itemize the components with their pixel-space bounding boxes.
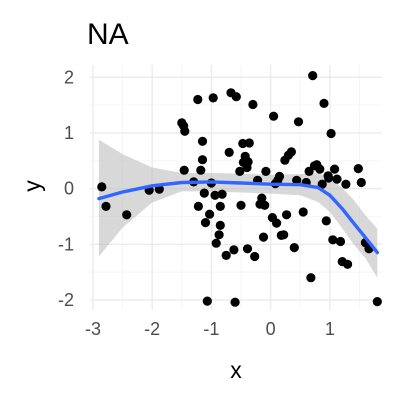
- x-tick-label: -1: [203, 319, 219, 339]
- data-point: [205, 209, 215, 219]
- data-point: [293, 117, 304, 127]
- data-point: [101, 201, 111, 211]
- data-point: [282, 210, 292, 220]
- data-point: [257, 193, 267, 203]
- x-tick-label: 1: [325, 319, 335, 339]
- x-axis-ticks: -3 -2 -1 0 1: [85, 319, 335, 339]
- data-point: [208, 93, 218, 103]
- data-point: [269, 111, 279, 121]
- data-point: [326, 128, 336, 139]
- data-point: [272, 218, 282, 228]
- x-tick-label: -3: [85, 319, 101, 339]
- data-point: [202, 296, 212, 306]
- data-point: [328, 235, 338, 245]
- data-point: [196, 165, 206, 175]
- y-tick-label: 2: [64, 67, 74, 87]
- data-point: [250, 251, 260, 262]
- data-point: [332, 174, 342, 184]
- data-point: [236, 200, 246, 210]
- data-point: [286, 147, 296, 157]
- data-point: [356, 177, 366, 188]
- data-point: [279, 230, 289, 240]
- data-point: [200, 218, 211, 228]
- smooth-line-layer: [97, 180, 379, 255]
- data-point: [211, 238, 221, 248]
- data-point: [292, 175, 302, 185]
- data-point: [197, 155, 208, 165]
- data-point: [229, 245, 239, 255]
- y-tick-label: -1: [58, 234, 74, 254]
- y-tick-label: -2: [58, 290, 74, 310]
- smooth-line: [97, 180, 379, 255]
- x-axis-title: x: [230, 357, 242, 383]
- data-point: [244, 138, 254, 148]
- y-tick-label: 0: [64, 179, 74, 199]
- data-point: [193, 201, 203, 211]
- data-point: [217, 189, 227, 199]
- data-point: [260, 200, 270, 210]
- data-point: [122, 210, 132, 220]
- data-point: [221, 250, 231, 260]
- data-point: [274, 171, 285, 181]
- data-point: [353, 164, 363, 174]
- data-point: [315, 164, 325, 174]
- y-axis-title: y: [19, 180, 45, 192]
- data-point: [243, 157, 253, 167]
- y-tick-label: 1: [64, 123, 74, 143]
- data-point: [289, 243, 299, 253]
- data-point: [298, 207, 308, 217]
- data-point: [235, 166, 245, 176]
- data-point: [335, 236, 346, 247]
- data-point: [258, 232, 269, 242]
- data-point: [321, 216, 331, 226]
- data-point: [231, 92, 241, 102]
- data-point: [215, 220, 225, 230]
- data-point: [215, 201, 225, 211]
- data-point: [317, 179, 327, 189]
- data-point: [214, 230, 224, 240]
- data-point: [193, 94, 203, 105]
- data-point: [343, 259, 353, 269]
- data-point: [179, 165, 189, 175]
- data-point: [324, 173, 334, 183]
- data-point: [180, 126, 190, 136]
- data-point: [261, 166, 271, 176]
- y-axis-ticks: -2 -1 0 1 2: [58, 67, 74, 310]
- data-point: [308, 71, 318, 81]
- data-point: [341, 179, 351, 189]
- x-tick-label: 0: [266, 319, 276, 339]
- x-tick-label: -2: [144, 319, 160, 339]
- data-point: [306, 273, 316, 283]
- data-point: [248, 99, 258, 110]
- data-point: [97, 182, 107, 192]
- data-point: [330, 164, 340, 174]
- data-point: [230, 297, 240, 307]
- data-point: [372, 297, 382, 307]
- points-layer: [97, 71, 382, 307]
- chart-title: NA: [87, 18, 129, 51]
- data-point: [197, 136, 208, 146]
- data-point: [242, 244, 253, 254]
- data-point: [224, 147, 234, 157]
- data-point: [319, 98, 329, 108]
- data-point: [210, 190, 220, 200]
- data-point: [199, 188, 209, 198]
